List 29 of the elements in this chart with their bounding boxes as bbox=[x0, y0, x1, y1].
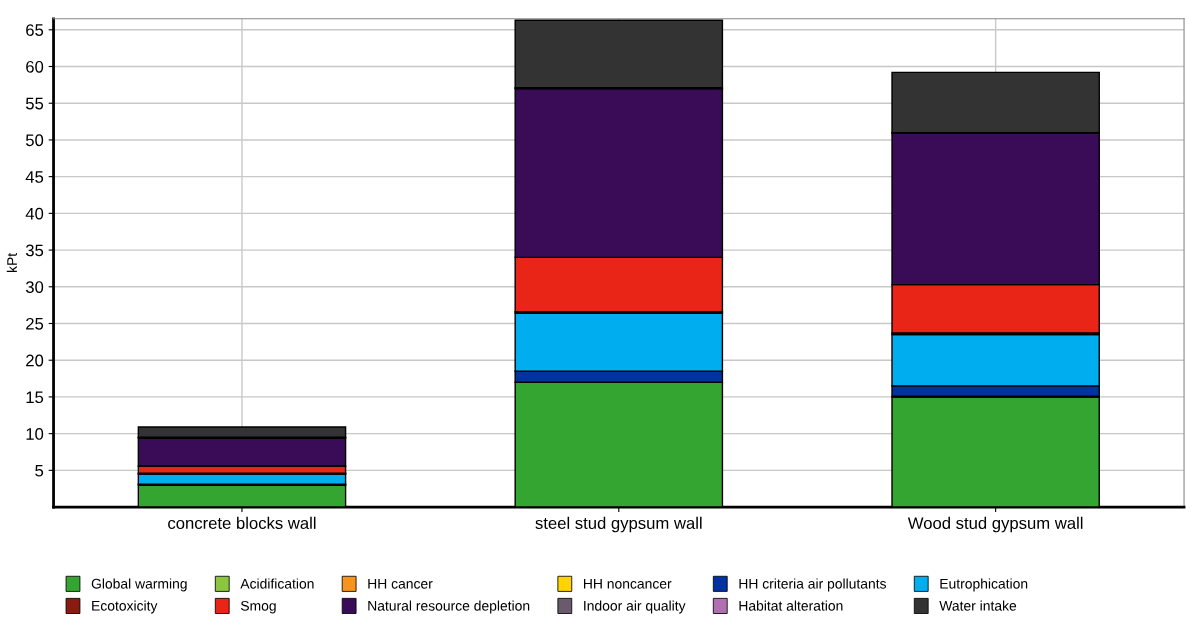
legend-label: Water intake bbox=[939, 600, 1017, 611]
legend-label: HH cancer bbox=[368, 578, 433, 589]
y-tick-label: 40 bbox=[25, 207, 44, 220]
y-tick-label: 30 bbox=[25, 281, 44, 293]
legend-label: Acidification bbox=[240, 578, 314, 589]
y-tick-label: 65 bbox=[26, 24, 44, 36]
y-tick-label: 25 bbox=[26, 317, 44, 330]
legend-label: Eutrophication bbox=[940, 578, 1028, 592]
legend-label: Ecotoxicity bbox=[92, 600, 158, 614]
y-tick-label: 15 bbox=[26, 391, 44, 404]
legend-label: Habitat alteration bbox=[739, 600, 843, 611]
y-tick-label: 10 bbox=[26, 428, 44, 440]
y-tick-label: 50 bbox=[25, 134, 44, 147]
y-tick-label: 45 bbox=[25, 171, 44, 183]
x-tick-label: Wood stud gypsum wall bbox=[907, 516, 1083, 533]
x-tick-label: steel stud gypsum wall bbox=[535, 516, 702, 533]
y-tick-label: 55 bbox=[25, 97, 44, 110]
legend-label: Smog bbox=[240, 600, 276, 614]
legend-label: Indoor air quality bbox=[584, 600, 686, 614]
y-tick-label: 60 bbox=[26, 60, 44, 73]
x-tick-label: concrete blocks wall bbox=[168, 516, 316, 530]
legend-label: HH criteria air pollutants bbox=[739, 578, 887, 592]
y-tick-label: 5 bbox=[35, 464, 44, 477]
legend-label: Global warming bbox=[91, 578, 187, 592]
y-tick-label: 20 bbox=[26, 354, 44, 367]
y-tick-label: 35 bbox=[25, 244, 44, 257]
y-axis-title: kPt bbox=[6, 252, 17, 273]
legend-label: Natural resource depletion bbox=[368, 600, 530, 614]
legend-label: HH noncancer bbox=[584, 578, 672, 589]
